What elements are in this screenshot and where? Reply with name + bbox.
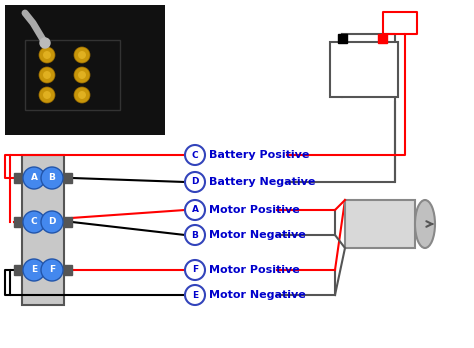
Circle shape xyxy=(74,67,90,83)
Text: A: A xyxy=(30,174,37,182)
Text: Motor Positive: Motor Positive xyxy=(209,265,300,275)
Bar xyxy=(64,265,72,275)
Text: C: C xyxy=(31,218,37,227)
Text: D: D xyxy=(191,177,199,187)
Circle shape xyxy=(185,145,205,165)
Circle shape xyxy=(185,225,205,245)
Bar xyxy=(14,265,22,275)
Circle shape xyxy=(39,67,55,83)
Text: F: F xyxy=(192,266,198,275)
Text: Motor Negative: Motor Negative xyxy=(209,230,306,240)
Circle shape xyxy=(40,38,50,48)
Circle shape xyxy=(39,47,55,63)
Bar xyxy=(345,200,415,248)
Bar xyxy=(14,173,22,183)
Text: C: C xyxy=(191,150,198,159)
Bar xyxy=(330,42,398,97)
Circle shape xyxy=(43,71,51,79)
Circle shape xyxy=(41,167,63,189)
Circle shape xyxy=(185,200,205,220)
Text: E: E xyxy=(192,291,198,300)
Bar xyxy=(5,5,165,135)
Circle shape xyxy=(185,172,205,192)
Circle shape xyxy=(41,211,63,233)
Text: Battery Positive: Battery Positive xyxy=(209,150,310,160)
Bar xyxy=(378,34,387,43)
Circle shape xyxy=(185,285,205,305)
Circle shape xyxy=(78,51,86,59)
Bar xyxy=(14,217,22,227)
Text: B: B xyxy=(48,174,55,182)
Text: D: D xyxy=(48,218,56,227)
Ellipse shape xyxy=(415,200,435,248)
Text: F: F xyxy=(49,266,55,275)
Circle shape xyxy=(43,51,51,59)
Circle shape xyxy=(23,167,45,189)
Bar xyxy=(64,217,72,227)
Bar xyxy=(338,34,347,43)
Circle shape xyxy=(43,91,51,99)
Text: Motor Positive: Motor Positive xyxy=(209,205,300,215)
Circle shape xyxy=(23,259,45,281)
Text: A: A xyxy=(191,206,199,214)
Text: E: E xyxy=(31,266,37,275)
Circle shape xyxy=(78,71,86,79)
Circle shape xyxy=(74,47,90,63)
Text: Motor Negative: Motor Negative xyxy=(209,290,306,300)
Circle shape xyxy=(23,211,45,233)
Text: B: B xyxy=(191,230,199,239)
Bar xyxy=(22,155,64,305)
Bar xyxy=(64,173,72,183)
Text: Battery Negative: Battery Negative xyxy=(209,177,315,187)
Circle shape xyxy=(41,259,63,281)
Circle shape xyxy=(39,87,55,103)
Circle shape xyxy=(74,87,90,103)
Bar xyxy=(25,40,120,110)
Circle shape xyxy=(185,260,205,280)
Circle shape xyxy=(78,91,86,99)
